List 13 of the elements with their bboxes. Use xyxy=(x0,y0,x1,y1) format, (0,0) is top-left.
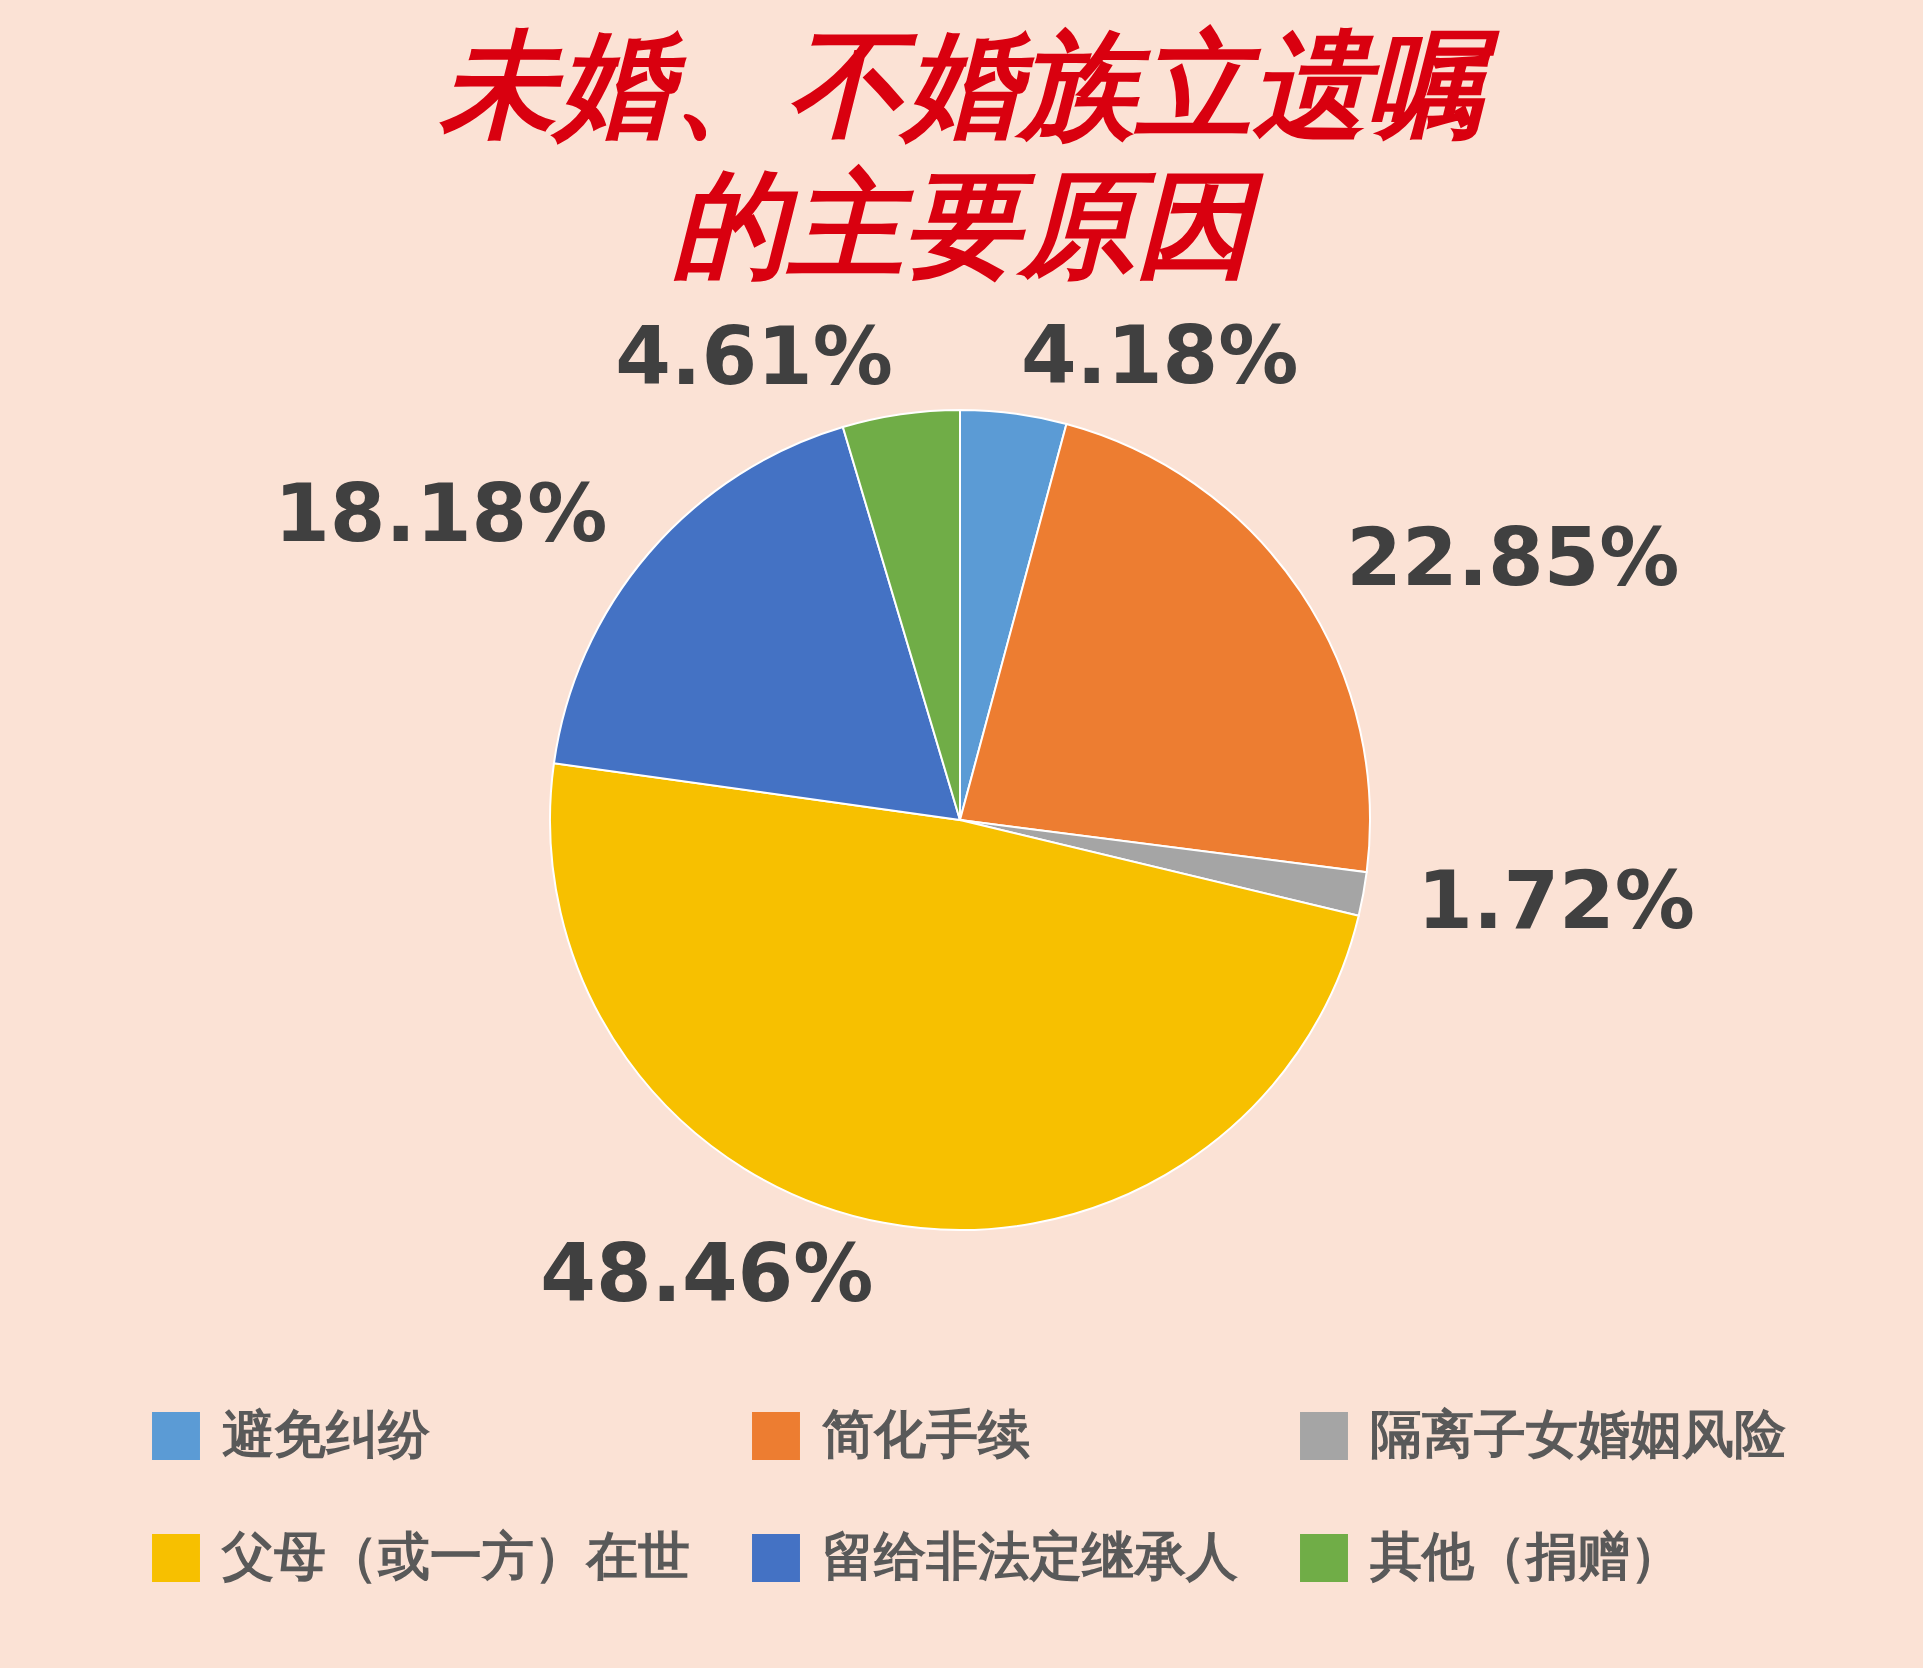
data-label: 18.18% xyxy=(274,466,608,560)
legend-label: 留给非法定继承人 xyxy=(822,1526,1238,1586)
chart-title: 未婚、不婚族立遗嘱的主要原因 xyxy=(438,17,1500,292)
legend-label: 隔离子女婚姻风险 xyxy=(1370,1404,1786,1464)
data-label: 22.85% xyxy=(1346,511,1680,605)
legend-label: 避免纠纷 xyxy=(222,1404,431,1464)
data-label: 4.18% xyxy=(1020,309,1299,402)
data-label: 1.72% xyxy=(1417,853,1695,947)
legend-label: 父母（或一方）在世 xyxy=(221,1526,690,1586)
data-label: 4.61% xyxy=(615,309,893,403)
legend-label: 简化手续 xyxy=(821,1404,1030,1464)
legend-label: 其他（捐赠） xyxy=(1369,1526,1682,1586)
data-label: 48.46% xyxy=(540,1226,874,1320)
